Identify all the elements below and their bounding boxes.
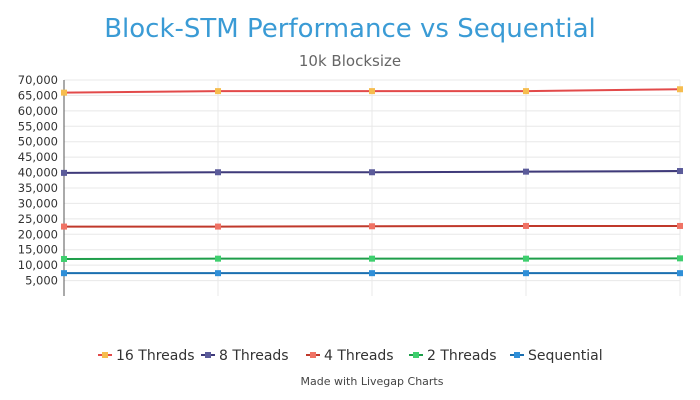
data-point [61,223,67,230]
y-tick-label: 55,000 [18,119,58,133]
series-8-threads [61,168,683,176]
data-point [61,89,67,96]
y-tick-label: 35,000 [18,181,58,195]
series-sequential [61,270,683,277]
legend-label: 2 Threads [427,348,497,364]
legend-item-2-threads[interactable]: 2 Threads [409,348,497,364]
y-tick-label: 60,000 [18,104,58,118]
data-point [523,270,529,277]
legend-marker [205,352,211,358]
series-group [61,86,683,277]
legend-label: 4 Threads [324,348,394,364]
y-tick-label: 45,000 [18,150,58,164]
chart-title: Block-STM Performance vs Sequential [104,14,596,44]
legend-label: 8 Threads [219,348,289,364]
series-16-threads [61,86,683,96]
y-tick-label: 65,000 [18,88,58,102]
data-point [215,270,221,277]
y-tick-label: 15,000 [18,243,58,257]
y-tick-label: 5,000 [25,274,58,288]
data-point [61,169,67,176]
legend-item-4-threads[interactable]: 4 Threads [306,348,394,364]
data-point [61,255,67,262]
data-point [61,270,67,277]
y-tick-label: 30,000 [18,196,58,210]
y-tick-label: 70,000 [18,73,58,87]
legend-marker [514,352,520,358]
data-point [369,88,375,95]
legend-marker [310,352,316,358]
chart-subtitle: 10k Blocksize [299,52,401,70]
data-point [523,222,529,229]
series-2-threads [61,255,683,262]
data-point [677,270,683,277]
data-point [215,88,221,95]
data-point [369,169,375,176]
legend-label: 16 Threads [116,348,195,364]
data-point [677,168,683,175]
credit-text: Made with Livegap Charts [301,375,444,388]
legend-item-8-threads[interactable]: 8 Threads [201,348,289,364]
data-point [215,169,221,176]
y-tick-label: 40,000 [18,166,58,180]
legend-item-16-threads[interactable]: 16 Threads [98,348,195,364]
data-point [677,222,683,229]
series-4-threads [61,222,683,230]
y-tick-label: 10,000 [18,258,58,272]
data-point [215,255,221,262]
data-point [523,168,529,175]
data-point [523,88,529,95]
data-point [369,270,375,277]
data-point [369,223,375,230]
legend-marker [102,352,108,358]
data-point [677,86,683,93]
legend-marker [413,352,419,358]
grid [63,79,681,296]
data-point [523,255,529,262]
data-point [369,255,375,262]
y-tick-label: 20,000 [18,227,58,241]
y-tick-label: 25,000 [18,212,58,226]
data-point [677,255,683,262]
legend[interactable]: 16 Threads 8 Threads 4 Threads 2 Threads Seq… [98,348,603,364]
legend-label: Sequential [528,348,603,364]
legend-item-sequential[interactable]: Sequential [510,348,603,364]
y-tick-label: 50,000 [18,135,58,149]
data-point [215,223,221,230]
